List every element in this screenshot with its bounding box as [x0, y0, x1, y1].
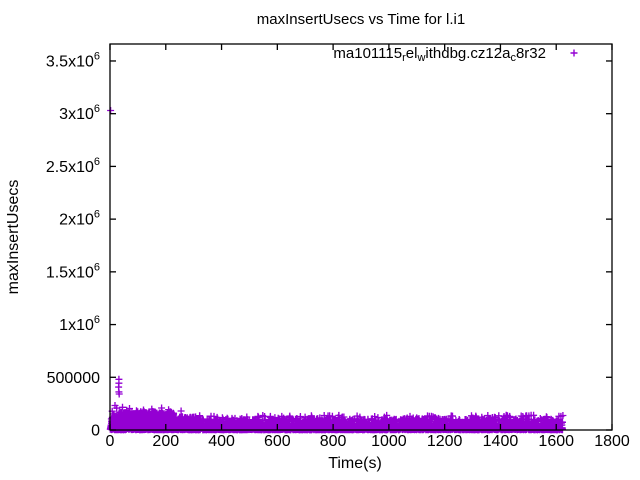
y-tick-label: 0	[91, 423, 100, 440]
legend-entry-label: ma101115relwithdbg.cz12ac8r32	[333, 45, 546, 64]
y-tick-label: 500000	[47, 370, 100, 387]
y-tick-label: 2x106	[59, 209, 100, 229]
x-tick-label: 0	[106, 433, 115, 450]
series-plus-markers	[106, 107, 567, 434]
legend-plus-marker-icon	[570, 49, 578, 57]
x-axis-tick-labels: 0 200 400 600 800 1000 1200 1400 1600 1800	[106, 433, 630, 450]
y-tick-label: 3.5x106	[46, 50, 100, 70]
chart-title: maxInsertUsecs vs Time for l.i1	[257, 11, 465, 28]
x-tick-label: 1000	[371, 433, 407, 450]
y-tick-label: 3x106	[59, 103, 100, 123]
legend: ma101115relwithdbg.cz12ac8r32	[333, 45, 578, 64]
x-tick-label: 1400	[483, 433, 519, 450]
x-tick-label: 800	[320, 433, 347, 450]
plot-border	[109, 43, 613, 431]
y-axis-tick-labels: 0 500000 1x106 1.5x106 2x106 2.5x106 3x106 3.5x…	[46, 50, 100, 439]
y-tick-label: 1.5x106	[46, 261, 100, 281]
x-tick-label: 200	[152, 433, 179, 450]
data-points	[106, 107, 567, 434]
x-tick-label: 400	[208, 433, 235, 450]
y-tick-label: 2.5x106	[46, 156, 100, 176]
x-tick-label: 1600	[538, 433, 574, 450]
axis-ticks	[109, 44, 613, 431]
x-tick-label: 1800	[594, 433, 630, 450]
x-tick-label: 1200	[427, 433, 463, 450]
y-tick-label: 1x106	[59, 314, 100, 334]
x-tick-label: 600	[264, 433, 291, 450]
x-axis-label: Time(s)	[328, 455, 382, 472]
y-axis-label: maxInsertUsecs	[5, 180, 22, 295]
